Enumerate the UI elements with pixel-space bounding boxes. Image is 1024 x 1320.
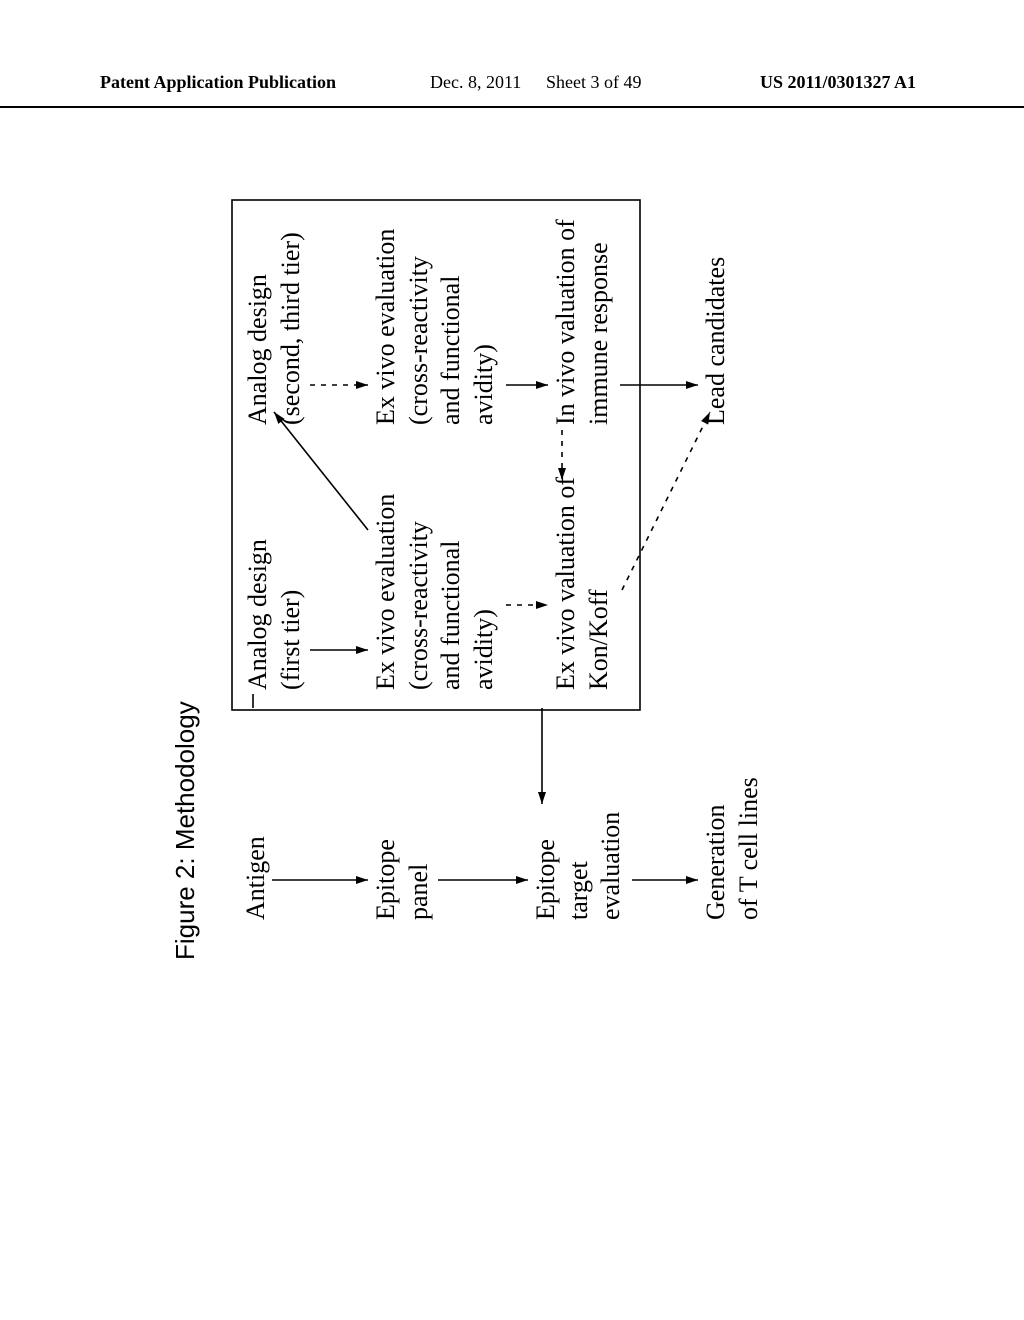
node-epitope-target-eval: Epitope target evaluation	[530, 812, 628, 920]
node-generation-tcell: Generation of T cell lines	[700, 777, 765, 920]
node-exvivo-eval-1: Ex vivo evaluation (cross-reactivity and…	[370, 494, 500, 690]
node-epitope-panel: Epitope panel	[370, 839, 435, 920]
node-analog-second: Analog design (second, third tier)	[242, 232, 307, 425]
figure-stage: Figure 2: Methodology Antigen Epitope pa…	[170, 190, 790, 960]
node-lead-candidates: Lead candidates	[700, 257, 733, 425]
node-invivo-eval: In vivo valuation of immune response	[550, 219, 615, 425]
header-pubno: US 2011/0301327 A1	[760, 72, 916, 93]
header-sheet: Sheet 3 of 49	[546, 72, 641, 93]
node-exvivo-konkoff: Ex vivo valuation of Kon/Koff	[550, 477, 615, 690]
header-date: Dec. 8, 2011	[430, 72, 521, 93]
node-antigen: Antigen	[240, 836, 273, 920]
node-exvivo-eval-2: Ex vivo evaluation (cross-reactivity and…	[370, 229, 500, 425]
node-analog-first: Analog design (first tier)	[242, 539, 307, 690]
page-header: Patent Application Publication Dec. 8, 2…	[0, 72, 1024, 108]
header-left: Patent Application Publication	[100, 72, 336, 93]
